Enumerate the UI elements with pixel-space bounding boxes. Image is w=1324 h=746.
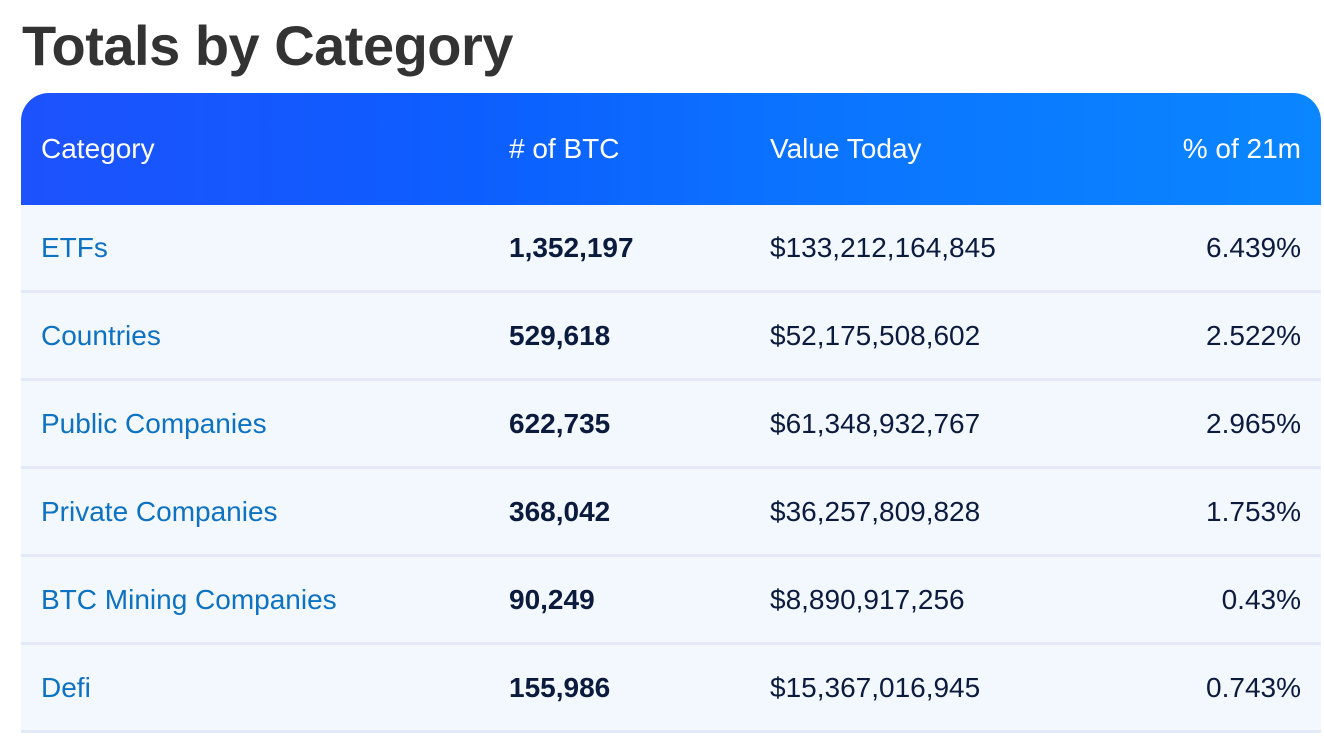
column-header-value[interactable]: Value Today (770, 133, 922, 164)
table-row: ETFs 1,352,197 $133,212,164,845 6.439% (21, 205, 1321, 293)
value-today: $36,257,809,828 (750, 467, 1080, 557)
table-header-row: Category # of BTC Value Today % of 21m (21, 93, 1321, 205)
btc-amount: 529,618 (489, 291, 750, 381)
category-link-private-companies[interactable]: Private Companies (21, 467, 489, 557)
table-body: ETFs 1,352,197 $133,212,164,845 6.439% C… (21, 205, 1321, 733)
table-row: Public Companies 622,735 $61,348,932,767… (21, 379, 1321, 469)
table-row: Private Companies 368,042 $36,257,809,82… (21, 467, 1321, 557)
value-today: $8,890,917,256 (750, 555, 1080, 645)
category-link-etfs[interactable]: ETFs (21, 205, 489, 293)
percent-of-supply: 0.743% (1080, 643, 1321, 733)
page-title: Totals by Category (22, 14, 513, 77)
value-today: $61,348,932,767 (750, 379, 1080, 469)
value-today: $15,367,016,945 (750, 643, 1080, 733)
percent-of-supply: 0.43% (1080, 555, 1321, 645)
percent-of-supply: 2.965% (1080, 379, 1321, 469)
table-row: Defi 155,986 $15,367,016,945 0.743% (21, 643, 1321, 733)
column-header-percent[interactable]: % of 21m (1182, 133, 1301, 164)
percent-of-supply: 1.753% (1080, 467, 1321, 557)
column-header-btc[interactable]: # of BTC (509, 133, 620, 164)
category-link-public-companies[interactable]: Public Companies (21, 379, 489, 469)
category-totals-table-container: Category # of BTC Value Today % of 21m E… (21, 93, 1321, 733)
category-link-countries[interactable]: Countries (21, 291, 489, 381)
btc-amount: 90,249 (489, 555, 750, 645)
btc-amount: 622,735 (489, 379, 750, 469)
value-today: $52,175,508,602 (750, 291, 1080, 381)
category-link-btc-mining-companies[interactable]: BTC Mining Companies (21, 555, 489, 645)
table-row: Countries 529,618 $52,175,508,602 2.522% (21, 291, 1321, 381)
btc-amount: 368,042 (489, 467, 750, 557)
table-header: Category # of BTC Value Today % of 21m (21, 93, 1321, 205)
btc-amount: 1,352,197 (489, 205, 750, 293)
table-row: BTC Mining Companies 90,249 $8,890,917,2… (21, 555, 1321, 645)
column-header-category[interactable]: Category (41, 133, 155, 164)
category-link-defi[interactable]: Defi (21, 643, 489, 733)
value-today: $133,212,164,845 (750, 205, 1080, 293)
category-totals-table: Category # of BTC Value Today % of 21m E… (21, 93, 1321, 733)
btc-amount: 155,986 (489, 643, 750, 733)
percent-of-supply: 6.439% (1080, 205, 1321, 293)
percent-of-supply: 2.522% (1080, 291, 1321, 381)
